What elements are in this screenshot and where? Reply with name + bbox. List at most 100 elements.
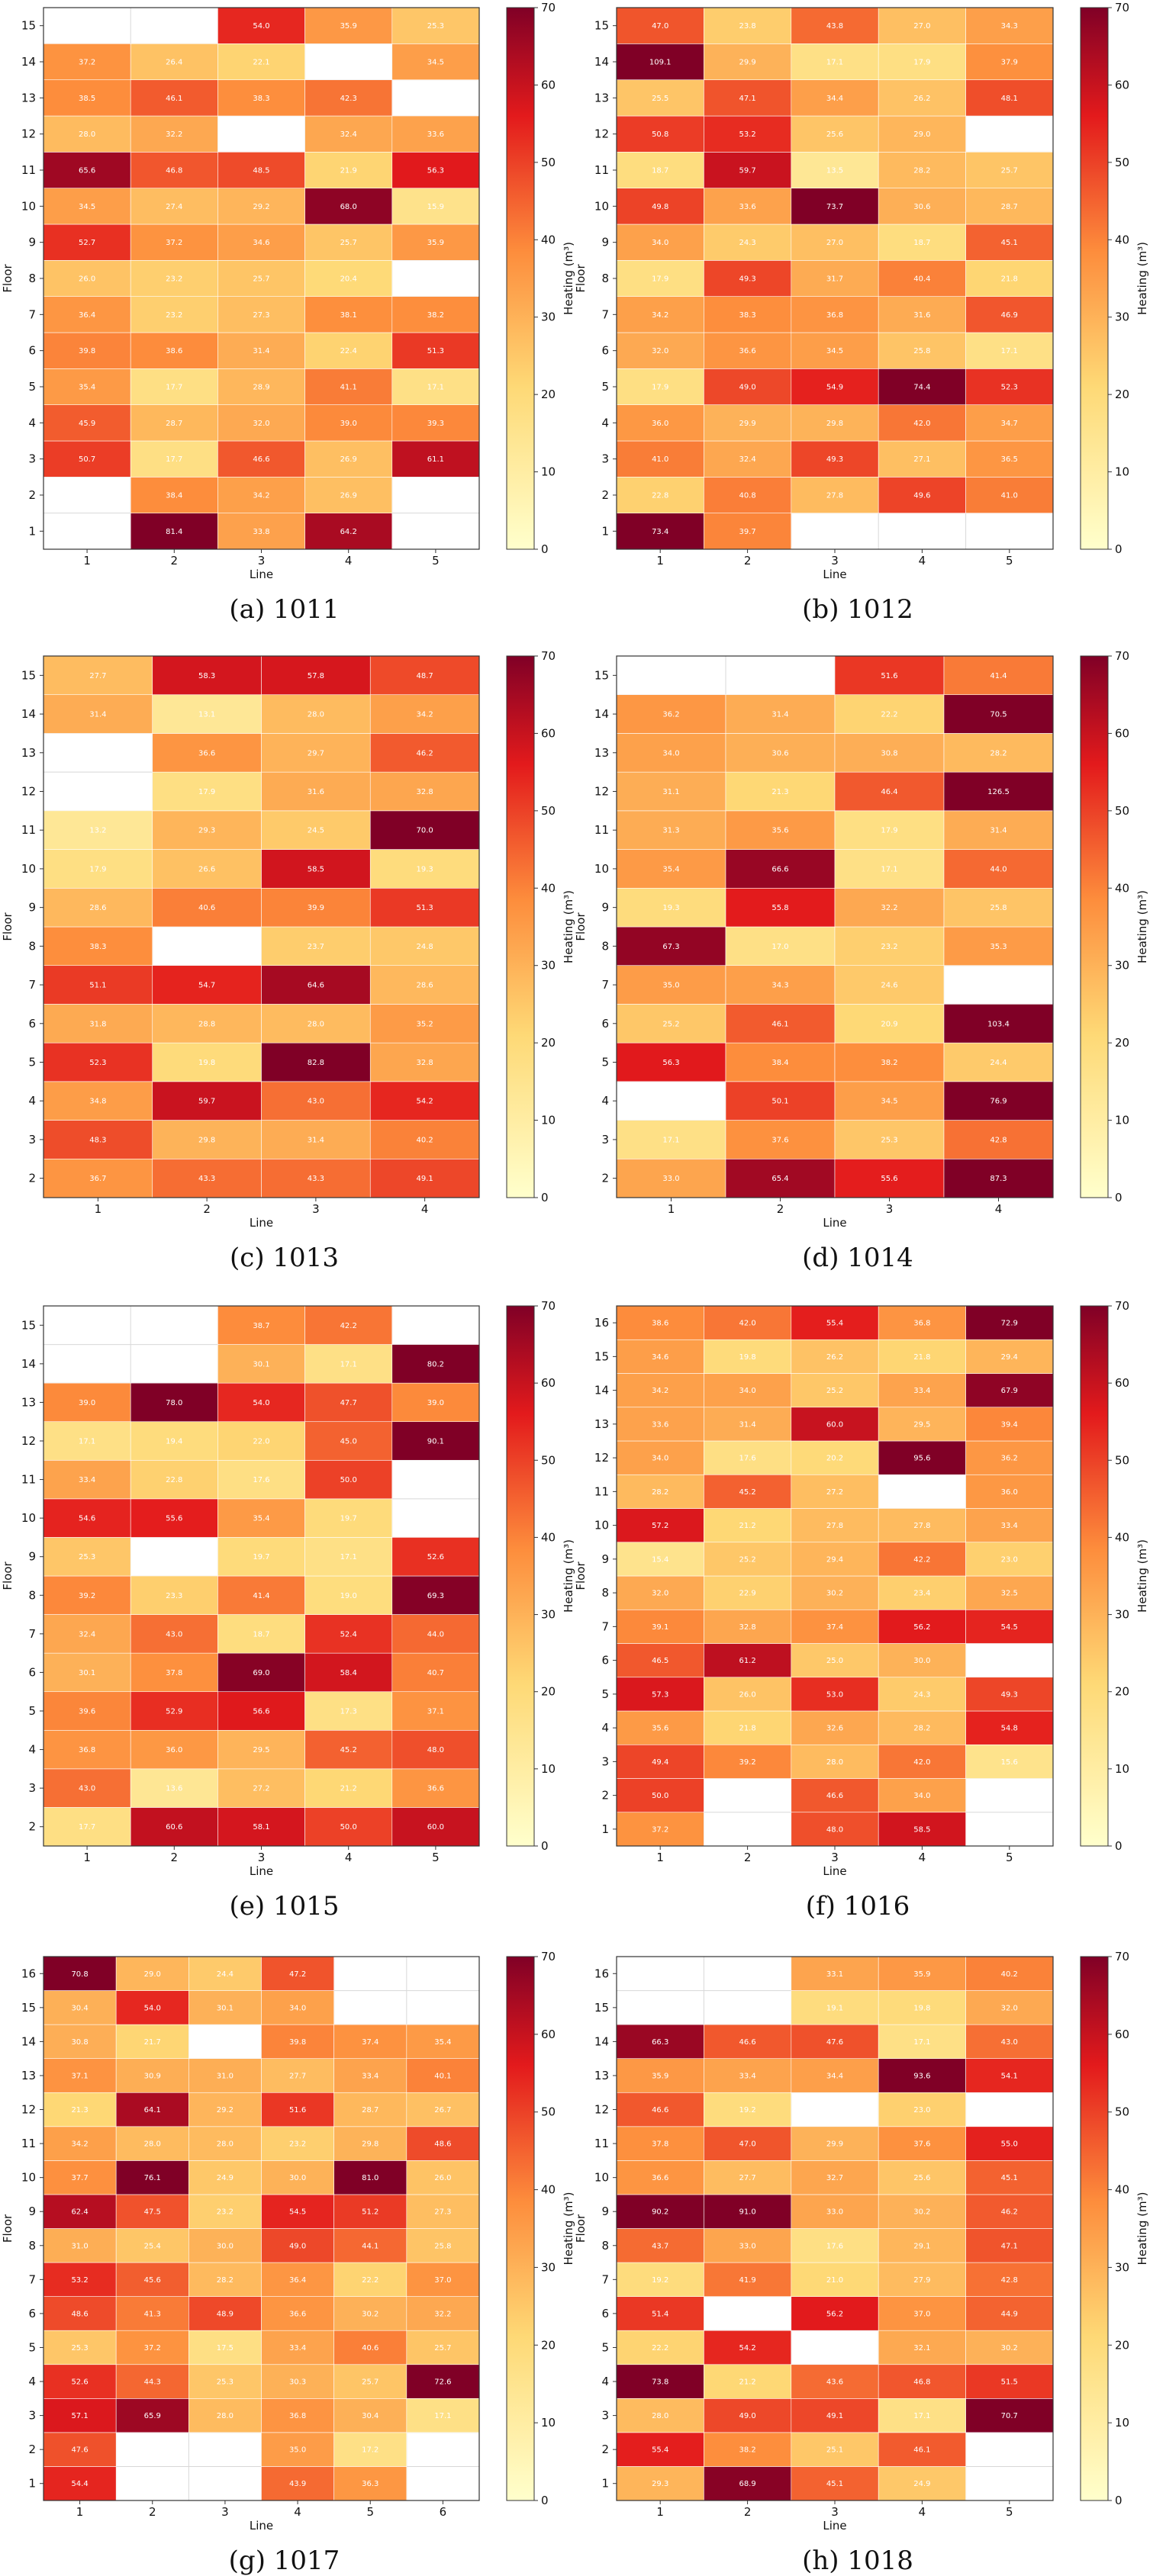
heatmap-cell bbox=[965, 1407, 1054, 1442]
heatmap-cell bbox=[616, 771, 726, 812]
y-tick-label: 10 bbox=[21, 1511, 36, 1525]
heatmap-cell bbox=[188, 2092, 262, 2127]
heatmap-cell bbox=[43, 2330, 117, 2365]
heatmap-cell bbox=[878, 1575, 966, 1610]
cell-value-label: 36.6 bbox=[652, 2174, 668, 2182]
cell-value-label: 47.0 bbox=[739, 2140, 755, 2149]
cell-value-label: 28.7 bbox=[362, 2106, 378, 2115]
x-tick-label: 5 bbox=[1006, 2505, 1013, 2519]
y-axis-label: Floor bbox=[574, 2214, 588, 2243]
heatmap-cell bbox=[391, 440, 480, 478]
cell-value-label: 126.5 bbox=[987, 788, 1010, 796]
x-tick-label: 2 bbox=[171, 554, 179, 568]
heatmap-cell bbox=[791, 440, 879, 478]
heatmap-cell bbox=[878, 1643, 966, 1678]
y-tick-label: 8 bbox=[601, 2239, 609, 2253]
heatmap-cell bbox=[406, 2058, 480, 2093]
cell-value-label: 28.6 bbox=[89, 904, 106, 912]
cell-value-label: 33.6 bbox=[652, 1420, 668, 1429]
heatmap-cell bbox=[965, 296, 1054, 333]
cell-value-label: 69.0 bbox=[253, 1669, 269, 1677]
heatmap-cell bbox=[616, 965, 726, 1005]
colorbar-tick-label: 0 bbox=[541, 2494, 549, 2507]
y-tick-label: 15 bbox=[21, 668, 36, 682]
heatmap-cell bbox=[725, 849, 836, 889]
heatmap-cell bbox=[834, 655, 945, 696]
cell-value-label: 36.3 bbox=[362, 2480, 378, 2488]
heatmap-cell bbox=[965, 79, 1054, 117]
heatmap-cell bbox=[217, 1382, 305, 1423]
heatmap-cell bbox=[725, 771, 836, 812]
heatmap-cell bbox=[217, 1691, 305, 1731]
heatmap-cell bbox=[704, 1744, 792, 1779]
cell-value-label: 42.8 bbox=[1001, 2276, 1018, 2285]
heatmap-cell bbox=[188, 2126, 262, 2161]
cell-value-label: 17.1 bbox=[1001, 347, 1018, 355]
cell-value-label: 40.2 bbox=[416, 1136, 433, 1144]
heatmap-cell bbox=[391, 43, 480, 80]
cell-value-label: 17.9 bbox=[652, 275, 668, 284]
heatmap-cell bbox=[834, 1120, 945, 1159]
heatmap-cell bbox=[261, 2024, 334, 2059]
cell-value-label: 40.6 bbox=[198, 904, 215, 912]
cell-value-label: 68.0 bbox=[340, 203, 357, 211]
heatmap-cell bbox=[115, 1956, 189, 1991]
x-tick-label: 2 bbox=[171, 1851, 179, 1864]
heatmap-cell bbox=[188, 2262, 262, 2297]
colorbar-tick-label: 0 bbox=[541, 1191, 549, 1204]
heatmap-cell bbox=[791, 2194, 879, 2229]
heatmap-cell bbox=[878, 440, 966, 478]
heatmap-cell bbox=[878, 2194, 966, 2229]
heatmap-cell bbox=[834, 1158, 945, 1198]
cell-value-label: 19.8 bbox=[198, 1059, 215, 1067]
colorbar-tick-label: 30 bbox=[1115, 1608, 1129, 1622]
heatmap-cell bbox=[616, 2058, 704, 2093]
cell-value-label: 47.6 bbox=[826, 2038, 843, 2047]
heatmap-cell bbox=[965, 1440, 1054, 1475]
cell-value-label: 26.9 bbox=[340, 455, 357, 464]
colorbar-tick-label: 20 bbox=[541, 2338, 556, 2352]
colorbar-tick-label: 60 bbox=[1115, 2028, 1129, 2041]
colorbar bbox=[1080, 7, 1109, 550]
y-tick-label: 8 bbox=[601, 1586, 609, 1600]
heatmap-cell bbox=[791, 2398, 879, 2433]
cell-value-label: 53.2 bbox=[739, 130, 755, 139]
heatmap-cell bbox=[261, 1158, 371, 1198]
heatmap-cell bbox=[965, 260, 1054, 297]
cell-value-label: 27.4 bbox=[166, 203, 182, 211]
cell-value-label: 34.3 bbox=[1001, 22, 1018, 31]
colorbar bbox=[506, 1956, 535, 2501]
cell-value-label: 29.4 bbox=[826, 1555, 843, 1564]
heatmap-panel-1: 81.4 33.8 64.2 38.4 34.2 26.9 50.7 17.7 46.6 26.9… bbox=[1, 1, 575, 625]
cell-value-label: 33.4 bbox=[913, 1387, 930, 1395]
heatmap-cell bbox=[152, 1158, 262, 1198]
cell-value-label: 25.7 bbox=[362, 2378, 378, 2387]
heatmap-cell bbox=[965, 2262, 1054, 2297]
cell-value-label: 41.4 bbox=[253, 1592, 269, 1600]
cell-value-label: 55.6 bbox=[166, 1515, 182, 1523]
cell-value-label: 49.6 bbox=[913, 492, 930, 500]
cell-value-label: 49.1 bbox=[416, 1175, 433, 1183]
y-tick-label: 12 bbox=[21, 2103, 36, 2117]
cell-value-label: 45.1 bbox=[1001, 2174, 1018, 2182]
heatmap-cell bbox=[43, 2024, 117, 2059]
colorbar-label: Heating (m³) bbox=[562, 1539, 575, 1613]
y-tick-label: 15 bbox=[21, 1318, 36, 1332]
cell-value-label: 45.0 bbox=[340, 1438, 357, 1446]
cell-value-label: 38.6 bbox=[652, 1320, 668, 1328]
heatmap-cell bbox=[616, 1575, 704, 1610]
cell-value-label: 36.4 bbox=[289, 2276, 306, 2285]
heatmap-cell bbox=[115, 2364, 189, 2399]
heatmap-cell bbox=[791, 1609, 879, 1644]
cell-value-label: 52.3 bbox=[1001, 384, 1018, 392]
cell-value-label: 48.1 bbox=[1001, 95, 1018, 103]
y-tick-label: 10 bbox=[594, 1519, 609, 1532]
cell-value-label: 23.8 bbox=[739, 22, 755, 31]
cell-value-label: 17.1 bbox=[913, 2412, 930, 2420]
cell-value-label: 21.2 bbox=[739, 2378, 755, 2387]
y-tick-label: 12 bbox=[594, 785, 609, 799]
cell-value-label: 35.4 bbox=[662, 865, 679, 873]
cell-value-label: 40.7 bbox=[427, 1669, 444, 1677]
heatmap-cell bbox=[965, 1575, 1054, 1610]
y-tick-label: 15 bbox=[594, 2001, 609, 2015]
